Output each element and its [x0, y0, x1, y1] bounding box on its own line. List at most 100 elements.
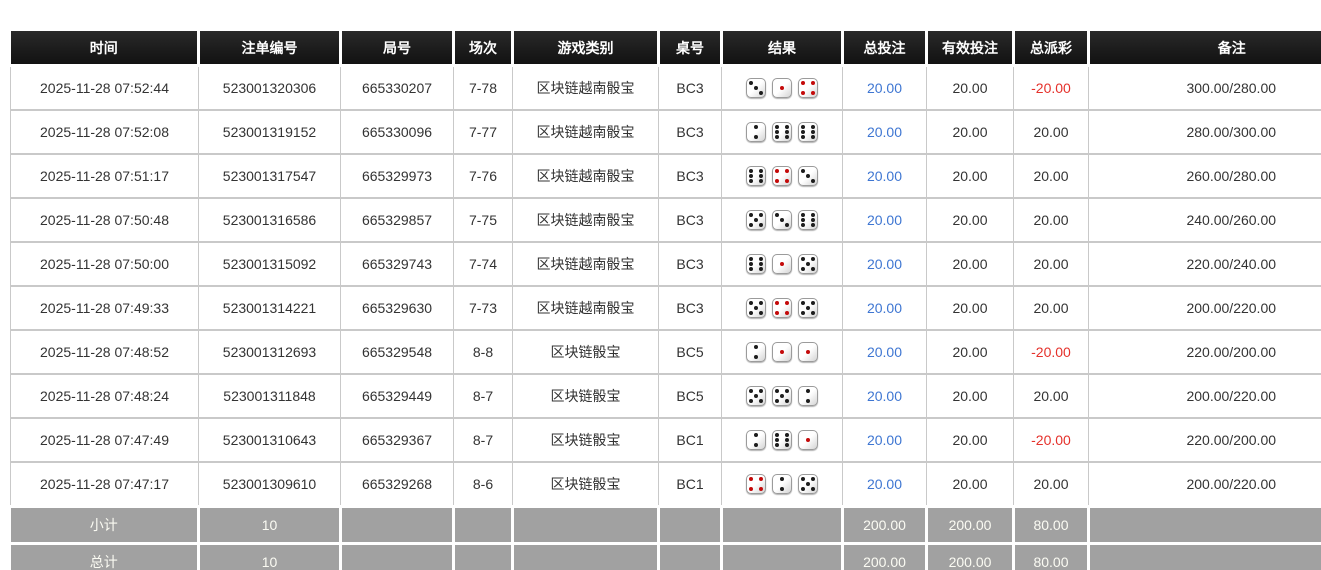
cell-round_id: 665329268	[340, 461, 454, 507]
header-row: 时间 注单编号 局号 场次 游戏类别 桌号 结果 总投注 有效投注 总派彩 备注	[10, 31, 1321, 67]
cell-game_type: 区块链越南骰宝	[512, 109, 659, 155]
summary-cell-round_id	[340, 505, 455, 545]
die-icon	[772, 342, 792, 362]
cell-game_type: 区块链越南骰宝	[512, 64, 659, 111]
cell-table_no: BC3	[658, 241, 722, 287]
cell-valid_bet: 20.00	[926, 285, 1014, 331]
die-pip	[749, 301, 754, 306]
cell-valid_bet: 20.00	[926, 417, 1014, 463]
total-bet-link[interactable]: 20.00	[866, 476, 903, 492]
cell-valid_bet: 20.00	[926, 241, 1014, 287]
die-pip	[801, 477, 806, 482]
subtotal-row: 小计 10 200.00 200.00 80.00	[10, 505, 1321, 545]
table-no-value: BC3	[676, 80, 704, 96]
total-bet-link[interactable]: 20.00	[866, 124, 903, 140]
bet-records-table: 时间 注单编号 局号 场次 游戏类别 桌号 结果 总投注 有效投注 总派彩 备注 2025-11-2…	[10, 31, 1321, 570]
cell-session: 7-74	[453, 241, 513, 287]
bet-id-value: 523001316586	[222, 212, 317, 228]
die-icon	[746, 386, 766, 406]
summary-cell-result	[721, 505, 844, 545]
table-no-value: BC3	[676, 124, 704, 140]
cell-total_bet: 20.00	[842, 197, 927, 243]
summary-valid-bet: 200.00	[948, 554, 992, 570]
die-pip	[758, 398, 763, 403]
time-value: 2025-11-28 07:52:44	[40, 80, 169, 96]
die-pip	[805, 261, 810, 266]
cell-result	[721, 329, 843, 375]
cell-session: 8-7	[453, 373, 513, 419]
die-icon	[772, 474, 792, 494]
die-icon	[772, 254, 792, 274]
die-pip	[784, 442, 789, 447]
die-icon	[746, 122, 766, 142]
table-no-value: BC3	[676, 212, 704, 228]
summary-cell-time: 小计	[10, 505, 200, 545]
summary-label: 总计	[89, 554, 118, 570]
total-bet-link[interactable]: 20.00	[866, 388, 903, 404]
payout-value: 20.00	[1033, 476, 1069, 492]
cell-valid_bet: 20.00	[926, 461, 1014, 507]
die-pip	[784, 433, 789, 438]
payout-value: 20.00	[1033, 212, 1069, 228]
table-no-value: BC5	[676, 388, 704, 404]
cell-remark: 240.00/260.00	[1088, 197, 1321, 243]
cell-game_type: 区块链越南骰宝	[512, 197, 659, 243]
die-icon	[746, 210, 766, 230]
die-pip	[805, 173, 810, 178]
column-header-valid_bet: 有效投注	[926, 31, 1015, 67]
die-pip	[753, 393, 758, 398]
cell-bet_id: 523001311848	[198, 373, 341, 419]
bet-id-value: 523001314221	[222, 300, 317, 316]
total-bet-link[interactable]: 20.00	[866, 212, 903, 228]
total-bet-link[interactable]: 20.00	[866, 344, 903, 360]
game-type-value: 区块链越南骰宝	[536, 80, 635, 96]
total-bet-link[interactable]: 20.00	[866, 432, 903, 448]
cell-time: 2025-11-28 07:48:52	[10, 329, 199, 375]
game-type-value: 区块链越南骰宝	[536, 168, 635, 184]
die-pip	[775, 389, 780, 394]
cell-valid_bet: 20.00	[926, 329, 1014, 375]
cell-round_id: 665330207	[340, 64, 454, 111]
bet-id-value: 523001320306	[222, 80, 317, 96]
die-pip	[810, 486, 815, 491]
die-pip	[784, 134, 789, 139]
cell-total_bet: 20.00	[842, 285, 927, 331]
die-pip	[801, 266, 806, 271]
cell-bet_id: 523001319152	[198, 109, 341, 155]
die-icon	[746, 430, 766, 450]
cell-bet_id: 523001316586	[198, 197, 341, 243]
die-pip	[775, 433, 780, 438]
column-header-table_no: 桌号	[658, 31, 723, 67]
remark-value: 260.00/280.00	[1186, 168, 1277, 184]
table-no-value: BC3	[676, 300, 704, 316]
die-pip	[775, 178, 780, 183]
cell-valid_bet: 20.00	[926, 373, 1014, 419]
session-value: 7-73	[468, 300, 498, 316]
die-pip	[775, 213, 780, 218]
session-value: 8-7	[472, 432, 494, 448]
die-pip	[749, 169, 754, 174]
total-bet-link[interactable]: 20.00	[866, 300, 903, 316]
die-pip	[758, 477, 763, 482]
cell-bet_id: 523001317547	[198, 153, 341, 199]
cell-time: 2025-11-28 07:51:17	[10, 153, 199, 199]
summary-valid-bet: 200.00	[948, 517, 992, 533]
summary-cell-total_bet: 200.00	[842, 505, 928, 545]
die-pip	[801, 301, 806, 306]
round-id-value: 665329630	[361, 300, 433, 316]
cell-table_no: BC3	[658, 109, 722, 155]
die-pip	[758, 301, 763, 306]
payout-value: 20.00	[1033, 124, 1069, 140]
time-value: 2025-11-28 07:50:00	[40, 256, 169, 272]
cell-bet_id: 523001312693	[198, 329, 341, 375]
total-bet-link[interactable]: 20.00	[866, 168, 903, 184]
valid-bet-value: 20.00	[952, 124, 988, 140]
die-pip	[758, 173, 763, 178]
bet-id-value: 523001310643	[222, 432, 317, 448]
die-pip	[784, 301, 789, 306]
session-value: 7-74	[468, 256, 498, 272]
total-bet-link[interactable]: 20.00	[866, 256, 903, 272]
die-icon	[772, 430, 792, 450]
cell-bet_id: 523001314221	[198, 285, 341, 331]
total-bet-link[interactable]: 20.00	[866, 80, 903, 96]
